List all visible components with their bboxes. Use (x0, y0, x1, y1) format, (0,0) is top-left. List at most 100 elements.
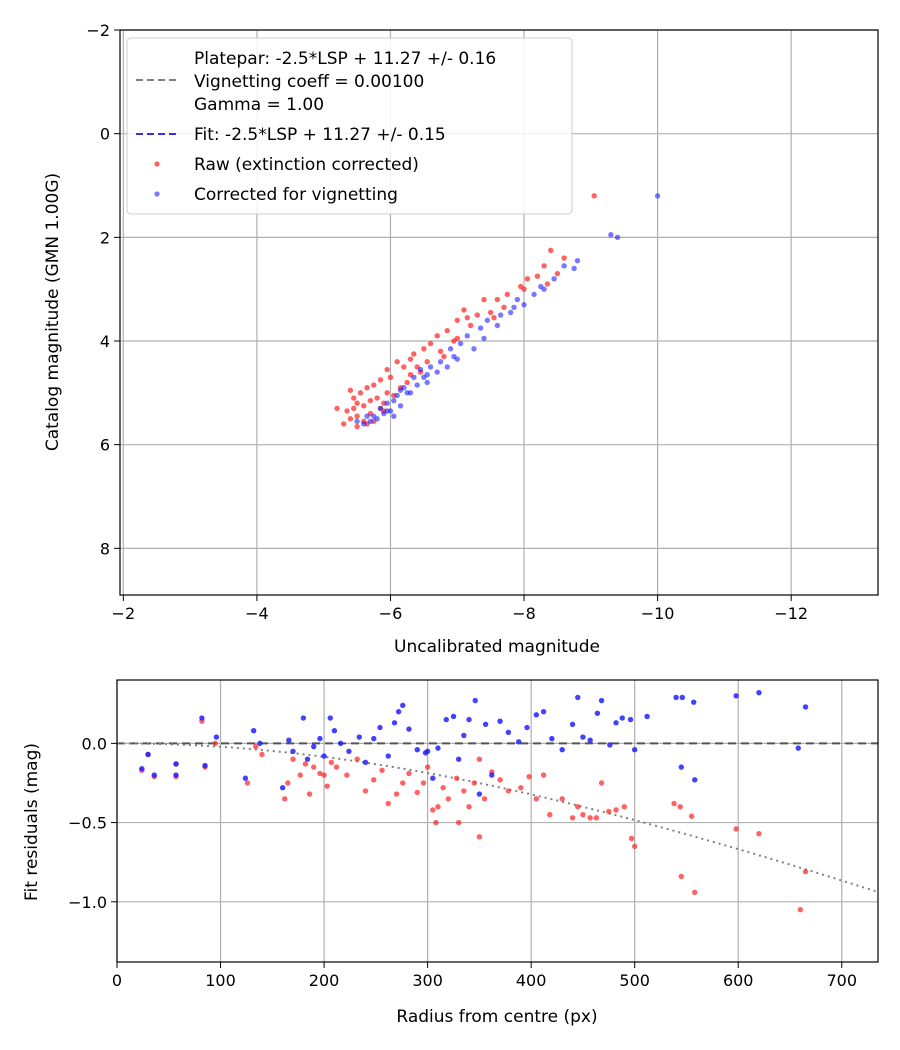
residuals-x-axis-label: Radius from centre (px) (396, 1007, 597, 1027)
raw-point (421, 346, 427, 352)
corrected-residual-point (385, 753, 391, 759)
corrected-point (531, 291, 537, 298)
raw-point (464, 314, 470, 321)
calibration-y-tick-label: 8 (100, 539, 110, 558)
corrected-point (494, 322, 501, 329)
raw-point (491, 314, 497, 321)
raw-residual-point (540, 772, 547, 778)
residuals-y-tick-label: −1.0 (68, 893, 107, 912)
corrected-residual-point (356, 734, 362, 740)
raw-point (544, 281, 551, 287)
corrected-point (391, 413, 397, 419)
raw-residual-point (628, 835, 635, 842)
corrected-point (571, 265, 577, 272)
corrected-residual-point (199, 715, 205, 721)
raw-point (504, 291, 511, 298)
corrected-residual-point (472, 697, 478, 704)
raw-residual-point (547, 811, 553, 818)
raw-residual-point (453, 775, 460, 781)
raw-residual-point (253, 743, 259, 750)
corrected-residual-point (580, 734, 586, 740)
raw-point (347, 416, 354, 422)
residuals-x-tick-label: 700 (826, 971, 857, 990)
corrected-residual-point (257, 740, 263, 747)
corrected-residual-point (673, 694, 679, 701)
raw-point (437, 348, 444, 355)
corrected-residual-point (559, 747, 565, 753)
corrected-residual-point (795, 745, 801, 751)
raw-residual-point (569, 815, 576, 821)
corrected-residual-point (242, 775, 249, 781)
raw-point (411, 351, 417, 357)
calibration-x-tick-label: −2 (112, 604, 136, 623)
residuals-chart: 0 100 200 300 400 500 600 700 0.0 −0.5 −1.0 Radius… (22, 679, 879, 1027)
calibration-ticks: −2 −4 −6 −8 −10 −12 −2 0 2 4 6 8 (86, 21, 808, 623)
corrected-point (427, 364, 434, 370)
calibration-y-axis-label: Catalog magnitude (GMN 1.00G) (43, 173, 63, 451)
raw-residual-point (476, 834, 483, 840)
corrected-residual-point (400, 702, 406, 709)
residuals-x-tick-label: 0 (112, 971, 122, 990)
vignetting-model-curve (117, 742, 879, 893)
raw-residual-point (587, 815, 593, 821)
raw-point (347, 387, 354, 393)
raw-residual-point (282, 796, 288, 802)
raw-point (404, 379, 410, 386)
raw-residual-point (290, 756, 296, 762)
corrected-residual-point (304, 756, 311, 762)
corrected-point (521, 302, 527, 308)
corrected-point (361, 421, 367, 427)
raw-residual-point (593, 815, 600, 821)
corrected-residual-point (331, 727, 338, 734)
corrected-residual-point (414, 747, 420, 753)
corrected-residual-point (516, 739, 522, 745)
calibration-plot-frame (119, 29, 879, 596)
residuals-points (139, 689, 809, 913)
legend-raw-marker-icon (154, 161, 160, 167)
corrected-residual-point (644, 713, 650, 720)
corrected-residual-point (290, 748, 296, 754)
raw-residual-point (526, 773, 532, 780)
corrected-point (407, 390, 414, 396)
corrected-point (397, 403, 404, 409)
raw-point (554, 270, 561, 277)
corrected-residual-point (250, 727, 257, 734)
corrected-point (654, 193, 661, 199)
residuals-y-tick-label: 0.0 (82, 734, 107, 753)
corrected-residual-point (173, 772, 179, 778)
corrected-residual-point (627, 716, 634, 723)
corrected-residual-point (213, 734, 220, 740)
raw-point (384, 390, 390, 396)
raw-residual-point (321, 772, 327, 778)
corrected-point (484, 317, 491, 323)
corrected-residual-point (524, 724, 530, 731)
corrected-residual-point (733, 693, 739, 699)
corrected-point (497, 312, 504, 318)
corrected-residual-point (430, 775, 436, 781)
raw-residual-point (688, 813, 695, 819)
corrected-residual-point (497, 718, 503, 724)
corrected-point (481, 335, 487, 342)
corrected-residual-point (443, 716, 449, 723)
corrected-residual-point (691, 699, 697, 705)
corrected-residual-point (756, 689, 762, 696)
raw-point (354, 423, 360, 430)
raw-point (524, 276, 531, 282)
calibration-y-tick-label: 4 (100, 332, 110, 351)
raw-residual-point (518, 785, 524, 791)
raw-residual-point (285, 780, 291, 786)
raw-point (534, 273, 541, 279)
raw-residual-point (613, 807, 619, 813)
raw-point (357, 390, 364, 396)
corrected-point (424, 379, 430, 386)
raw-point (441, 353, 447, 360)
corrected-residual-point (802, 704, 809, 710)
raw-residual-point (344, 772, 350, 778)
corrected-residual-point (476, 791, 483, 797)
raw-residual-point (445, 796, 452, 802)
corrected-residual-point (362, 759, 369, 766)
raw-residual-point (406, 770, 412, 777)
corrected-point (437, 359, 444, 365)
raw-point (394, 359, 400, 365)
raw-residual-point (324, 783, 330, 789)
